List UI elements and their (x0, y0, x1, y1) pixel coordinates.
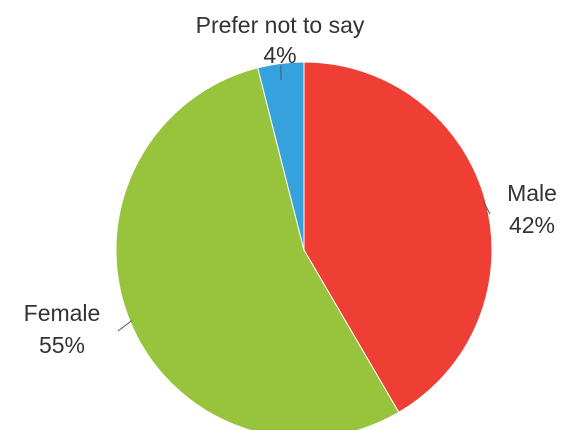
label-female-name: Female (24, 300, 101, 326)
label-prefer-not-name: Prefer not to say (196, 12, 365, 38)
pie-slices (115, 61, 493, 430)
slice-labels: Prefer not to say 4% Male 42% Female 55% (24, 12, 557, 358)
label-prefer-not-pct: 4% (263, 42, 296, 68)
pie-slice-male (303, 61, 493, 414)
label-male-name: Male (507, 180, 557, 206)
label-male-pct: 42% (509, 212, 555, 238)
pie-slice-prefer-not-to-say (257, 61, 305, 251)
leader-line-female (117, 320, 133, 332)
label-female-pct: 55% (39, 332, 85, 358)
leader-lines (117, 65, 491, 332)
leader-line-male (483, 201, 491, 215)
